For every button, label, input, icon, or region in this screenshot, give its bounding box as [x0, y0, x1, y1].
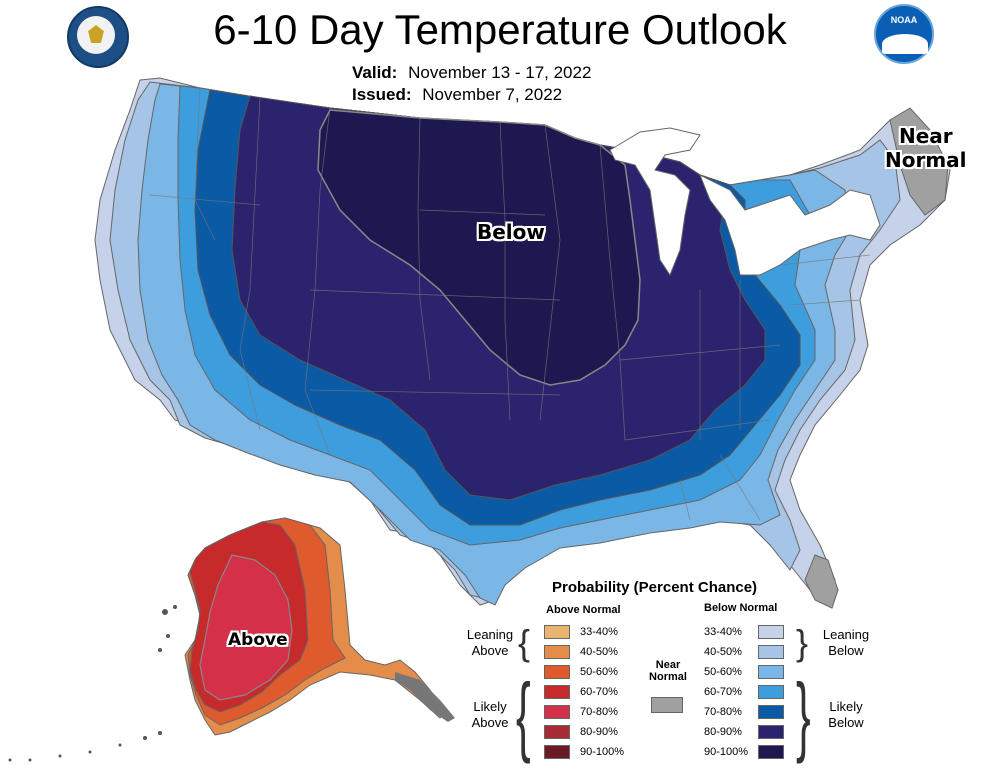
legend-below-swatch [758, 625, 784, 639]
legend-above-swatch [544, 705, 570, 719]
legend-above-range-label: 40-50% [580, 646, 618, 658]
near-normal-florida [804, 554, 839, 609]
legend-above-range-label: 70-80% [580, 706, 618, 718]
alaska-panhandle [395, 672, 455, 722]
commerce-seal-logo [67, 6, 129, 68]
likely-above-line1: Likely [473, 699, 507, 714]
issued-line: Issued: November 7, 2022 [352, 85, 562, 105]
legend-below-header: Below Normal [704, 602, 778, 614]
near-normal-northeast [889, 107, 949, 216]
legend-above-range-label: 50-60% [580, 666, 618, 678]
label-below: Below [477, 220, 545, 244]
brace-likely-above: { [516, 665, 531, 764]
legend-below-range-label: 80-90% [704, 726, 742, 738]
legend: Probability (Percent Chance) Above Norma… [450, 575, 1000, 772]
legend-above-range-label: 90-100% [580, 746, 625, 758]
alaska-70-80 [199, 554, 293, 701]
near-normal-line1: Near [655, 659, 681, 671]
legend-title: Probability (Percent Chance) [552, 579, 758, 596]
issued-value: November 7, 2022 [422, 85, 563, 104]
legend-below-range-label: 33-40% [704, 626, 742, 638]
legend-likely-below: Likely Below [816, 699, 876, 731]
legend-below-range-label: 70-80% [704, 706, 742, 718]
legend-below-swatch [758, 705, 784, 719]
label-near-normal-line2: Normal [885, 148, 967, 172]
issued-label: Issued: [352, 85, 412, 104]
label-above: Above [228, 630, 288, 650]
likely-below-line2: Below [828, 715, 864, 730]
leaning-below-line1: Leaning [822, 627, 870, 642]
band-below-90-100 [317, 109, 641, 386]
conus-map [94, 77, 951, 609]
eagle-icon [88, 25, 104, 43]
legend-below-range-label: 40-50% [704, 646, 742, 658]
near-normal-line2: Normal [649, 671, 687, 683]
legend-below-range-label: 60-70% [704, 686, 742, 698]
great-lakes [609, 127, 881, 277]
brace-likely-below: } [796, 665, 811, 764]
legend-above-swatch [544, 625, 570, 639]
legend-below-swatch [758, 685, 784, 699]
legend-above-range-label: 60-70% [580, 686, 618, 698]
legend-above-swatch [544, 645, 570, 659]
legend-above-swatch [544, 725, 570, 739]
legend-likely-above: Likely Above [462, 699, 518, 731]
legend-leaning-below: Leaning Below [816, 627, 876, 659]
label-near-normal-line1: Near [899, 124, 953, 148]
legend-leaning-above: Leaning Above [462, 627, 518, 659]
legend-swatch-near-normal [651, 697, 683, 713]
legend-below-swatch [758, 665, 784, 679]
noaa-logo-text: NOAA [890, 15, 918, 25]
likely-below-line1: Likely [829, 699, 863, 714]
valid-value: November 13 - 17, 2022 [408, 63, 592, 82]
leaning-below-line2: Below [828, 643, 864, 658]
leaning-above-line2: Above [471, 643, 509, 658]
legend-below-swatch [758, 745, 784, 759]
commerce-seal-inner [77, 16, 115, 54]
leaning-above-line1: Leaning [466, 627, 514, 642]
legend-below-range-label: 50-60% [704, 666, 742, 678]
legend-above-range-label: 80-90% [580, 726, 618, 738]
noaa-bird-icon [882, 34, 928, 54]
valid-label: Valid: [352, 63, 398, 82]
legend-above-range-label: 33-40% [580, 626, 618, 638]
brace-leaning-above: { [518, 622, 531, 663]
legend-below-range-label: 90-100% [704, 746, 749, 758]
legend-above-swatch [544, 685, 570, 699]
legend-above-header: Above Normal [546, 604, 621, 616]
likely-above-line2: Above [471, 715, 509, 730]
legend-below-swatch [758, 645, 784, 659]
noaa-logo: NOAA [874, 4, 934, 64]
alaska-map [8, 517, 455, 762]
legend-near-normal-label: Near Normal [648, 659, 688, 683]
legend-below-swatch [758, 725, 784, 739]
page-title: 6-10 Day Temperature Outlook [213, 6, 787, 53]
legend-above-swatch [544, 745, 570, 759]
brace-leaning-below: } [796, 622, 809, 663]
legend-above-swatch [544, 665, 570, 679]
valid-line: Valid: November 13 - 17, 2022 [352, 63, 591, 83]
